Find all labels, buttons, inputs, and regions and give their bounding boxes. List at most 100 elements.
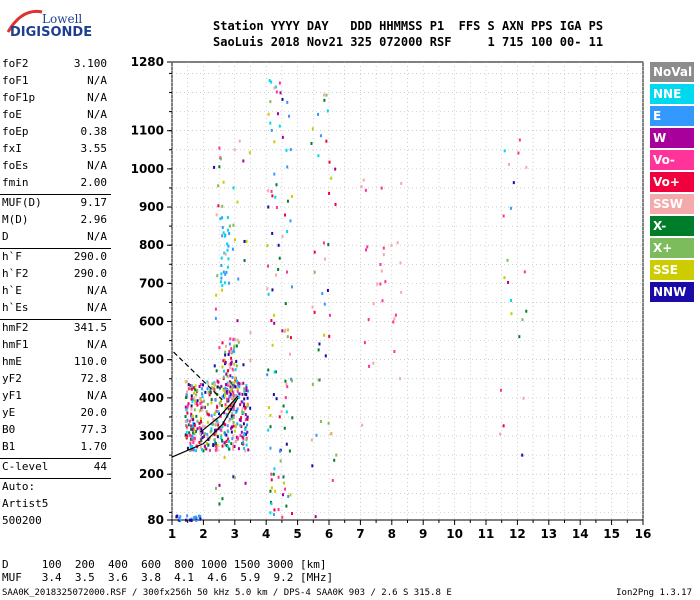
echo-point bbox=[192, 441, 195, 445]
echo-point bbox=[521, 453, 524, 457]
echo-point bbox=[244, 481, 247, 485]
echo-point bbox=[522, 396, 525, 400]
param-key: C-level bbox=[2, 460, 49, 473]
param-row-foe: foE N/A bbox=[0, 108, 111, 125]
polarization-legend: NoVal NNE E W Vo- Vo+ SSW X- X+ SSE NNW bbox=[650, 62, 694, 304]
echo-point bbox=[201, 424, 204, 428]
echo-point bbox=[198, 385, 201, 389]
echo-point bbox=[224, 394, 227, 398]
echo-point bbox=[232, 475, 235, 479]
echo-point bbox=[214, 307, 217, 311]
echo-point bbox=[232, 338, 235, 342]
echo-point bbox=[213, 382, 216, 386]
echo-point bbox=[235, 435, 238, 439]
param-value: N/A bbox=[87, 389, 107, 402]
echo-point bbox=[317, 112, 320, 116]
param-row-fxi: fxI 3.55 bbox=[0, 142, 111, 159]
echo-point bbox=[211, 382, 214, 386]
echo-points bbox=[175, 79, 528, 523]
echo-point bbox=[235, 424, 238, 428]
echo-point bbox=[224, 386, 227, 390]
file-info-footer: SAA0K_2018325072000.RSF / 300fx256h 50 k… bbox=[2, 588, 452, 598]
echo-point bbox=[214, 398, 217, 402]
echo-point bbox=[230, 442, 233, 446]
echo-point bbox=[227, 407, 230, 411]
echo-point bbox=[243, 392, 246, 396]
echo-point bbox=[233, 381, 236, 385]
echo-point bbox=[189, 383, 192, 387]
echo-point bbox=[208, 413, 211, 417]
echo-point bbox=[243, 433, 246, 437]
echo-point bbox=[247, 448, 250, 452]
echo-point bbox=[274, 195, 277, 199]
echo-point bbox=[179, 519, 182, 523]
echo-point bbox=[195, 515, 198, 519]
y-tick-label: 500 bbox=[139, 353, 164, 367]
echo-point bbox=[214, 411, 217, 415]
echo-point bbox=[317, 348, 320, 352]
echo-point bbox=[203, 434, 206, 438]
echo-point bbox=[325, 93, 328, 97]
echo-point bbox=[231, 386, 234, 390]
echo-point bbox=[224, 344, 227, 348]
echo-point bbox=[209, 387, 212, 391]
echo-point bbox=[229, 394, 232, 398]
echo-point bbox=[226, 381, 229, 385]
echo-point bbox=[510, 312, 513, 316]
y-tick-label: 300 bbox=[139, 429, 164, 443]
echo-point bbox=[227, 383, 230, 387]
echo-point bbox=[216, 405, 219, 409]
echo-point bbox=[226, 242, 229, 246]
param-value: N/A bbox=[87, 301, 107, 314]
echo-point bbox=[232, 349, 235, 353]
echo-point bbox=[384, 280, 387, 284]
echo-point bbox=[282, 404, 285, 408]
param-key: yE bbox=[2, 406, 16, 419]
echo-point bbox=[233, 362, 236, 366]
echo-point bbox=[215, 421, 218, 425]
echo-point bbox=[190, 404, 193, 408]
echo-point bbox=[210, 414, 213, 418]
echo-point bbox=[195, 393, 198, 397]
param-key: MUF(D) bbox=[2, 196, 42, 209]
param-row-fof1p: foF1p N/A bbox=[0, 91, 111, 108]
echo-point bbox=[365, 248, 368, 252]
echo-point bbox=[229, 385, 232, 389]
echo-point bbox=[215, 486, 218, 490]
echo-point bbox=[209, 391, 212, 395]
echo-point bbox=[226, 216, 229, 220]
echo-point bbox=[191, 414, 194, 418]
echo-point bbox=[380, 269, 383, 273]
param-value: 72.8 bbox=[80, 372, 108, 385]
param-row-fof1: foF1 N/A bbox=[0, 74, 111, 91]
echo-point bbox=[212, 422, 215, 426]
echo-point bbox=[239, 403, 242, 407]
echo-point bbox=[221, 288, 224, 292]
echo-point bbox=[210, 427, 213, 431]
param-row-fof2: foF2 3.100 bbox=[0, 57, 111, 74]
echo-point bbox=[215, 213, 218, 217]
echo-point bbox=[193, 439, 196, 443]
echo-point bbox=[208, 436, 211, 440]
echo-point bbox=[267, 189, 270, 193]
echo-point bbox=[222, 231, 225, 235]
echo-point bbox=[224, 353, 227, 357]
echo-point bbox=[213, 165, 216, 169]
echo-point bbox=[238, 139, 241, 143]
echo-point bbox=[275, 90, 278, 94]
autoscale-info-line: Artist5 bbox=[2, 497, 49, 510]
echo-point bbox=[228, 363, 231, 367]
echo-point bbox=[323, 98, 326, 102]
autoscale-info-line: 500200 bbox=[2, 514, 42, 527]
echo-point bbox=[291, 194, 294, 198]
echo-point bbox=[192, 386, 195, 390]
echo-point bbox=[322, 93, 325, 97]
echo-point bbox=[245, 443, 248, 447]
param-row-ye: yE 20.0 bbox=[0, 406, 111, 423]
echo-point bbox=[237, 383, 240, 387]
echo-point bbox=[362, 178, 365, 182]
echo-point bbox=[228, 281, 231, 285]
echo-point bbox=[219, 157, 222, 161]
echo-point bbox=[177, 518, 180, 522]
